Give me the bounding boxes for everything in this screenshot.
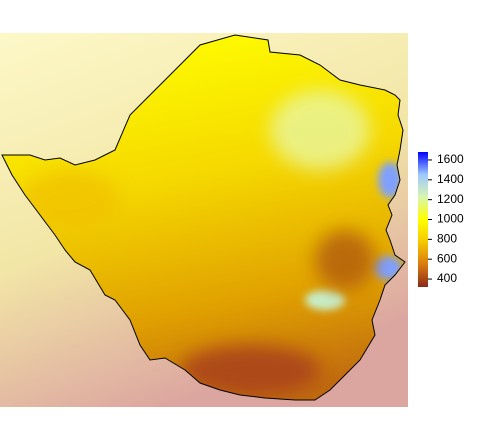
tick-label: 600 bbox=[437, 251, 457, 265]
tick-label: 400 bbox=[437, 271, 457, 285]
colorbar bbox=[418, 152, 428, 287]
tick-label: 1000 bbox=[437, 212, 464, 226]
tick-label: 1600 bbox=[437, 152, 464, 166]
country-border bbox=[1, 34, 406, 401]
tick-label: 800 bbox=[437, 232, 457, 246]
tick-label: 1200 bbox=[437, 192, 464, 206]
colorbar-ticks: 400 600 800 1000 1200 1400 1600 bbox=[428, 152, 464, 285]
tick-label: 1400 bbox=[437, 172, 464, 186]
